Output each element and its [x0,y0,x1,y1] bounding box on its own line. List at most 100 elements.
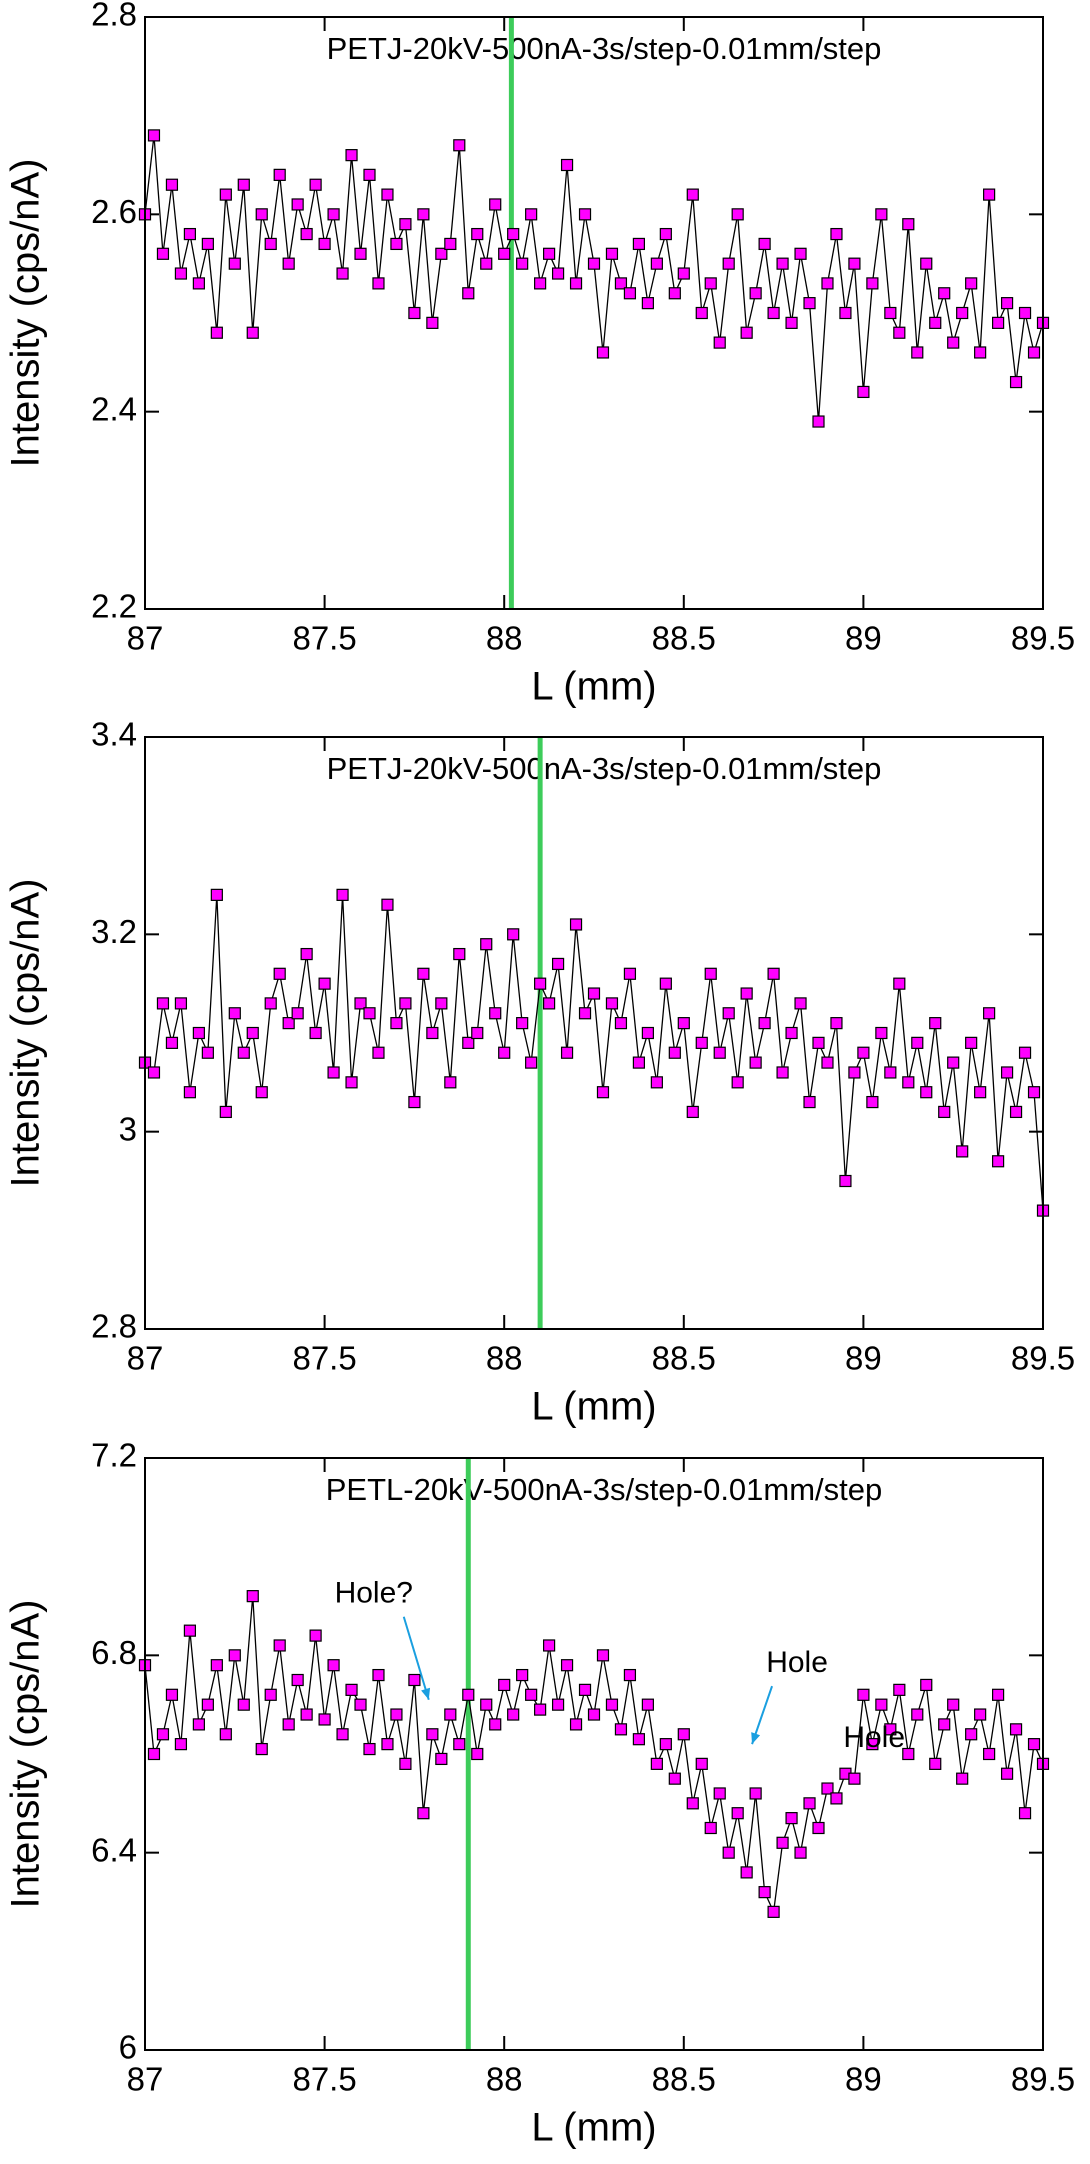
data-point [551,1698,565,1711]
data-point [399,1757,412,1770]
data-point [291,1007,304,1020]
data-point [174,997,188,1010]
data-point [875,208,888,221]
data-point [632,237,646,251]
data-point [147,1066,161,1079]
data-point [219,188,232,201]
data-point [345,149,358,162]
data-point [587,257,601,270]
data-point [363,1007,376,1020]
data-point [803,297,816,310]
data-point [659,1738,672,1751]
data-point [1000,1767,1014,1780]
x-tick-label: 89 [845,620,882,657]
data-point [965,277,978,290]
x-tick-label: 87 [127,620,164,657]
data-point [1000,1066,1014,1079]
data-point [192,277,205,290]
data-point [417,967,430,980]
x-axis-label: L (mm) [531,1385,656,1429]
data-point [372,1046,385,1059]
y-tick-label: 3.2 [91,913,137,950]
data-point [363,168,376,181]
data-point [282,1017,295,1030]
data-point [426,316,439,329]
data-point [318,1713,331,1726]
data-point [830,227,843,241]
data-point [147,129,161,142]
data-point [731,1807,744,1820]
x-tick-label: 89.5 [1011,620,1075,657]
data-point [498,1046,511,1059]
y-tick-label: 6.8 [91,1634,137,1671]
data-point [587,1708,601,1721]
data-point [156,1728,170,1741]
panel: 2.2 2.4 2.6 2.8 87 87.5 88 88.5 89 89.5 L (mm) Inte… [4,0,1076,709]
data-point [785,1026,798,1040]
data-point [354,247,367,260]
data-point [812,1821,825,1835]
data-point [489,1718,502,1731]
data-point [480,938,493,951]
data-point [525,208,538,221]
data-point [938,1105,951,1119]
x-axis-label: L (mm) [531,2106,656,2150]
data-point [354,1698,367,1711]
y-axis-label: Intensity (cps/nA) [4,1599,48,1908]
data-point [875,1698,888,1711]
data-point [336,267,349,280]
data-point [686,1105,699,1119]
data-point [920,1678,933,1692]
y-tick-label: 7.2 [91,1437,137,1474]
data-point [596,346,610,359]
data-point [911,1708,924,1721]
data-point [668,1772,681,1785]
data-point [929,1017,942,1030]
data-point [408,306,421,320]
data-point [165,1688,179,1701]
data-point [516,1017,529,1030]
data-point [156,247,170,260]
data-point [246,326,259,339]
data-point [282,1718,295,1731]
y-axis-label: Intensity (cps/nA) [4,878,48,1187]
x-tick-label: 88.5 [652,1340,716,1377]
data-point [507,227,520,241]
data-point [381,898,394,911]
data-point [650,257,663,270]
y-tick-label: 6.4 [91,1831,137,1868]
data-point [632,1056,646,1069]
data-point [174,1738,188,1751]
data-point [471,227,484,241]
y-tick-label: 2.4 [91,390,137,427]
data-point [731,1076,744,1089]
data-point [309,1026,322,1040]
panel-title: PETL-20kV-500nA-3s/step-0.01mm/step [326,1472,883,1507]
data-point [363,1742,376,1756]
data-point [929,1757,942,1770]
data-point [803,1095,816,1109]
plot-frame [144,736,1044,1330]
data-point [1009,1723,1023,1736]
arrow-head [751,1732,761,1745]
data-point [929,316,942,329]
x-tick-label: 87 [127,2061,164,2098]
data-point [614,1017,628,1030]
data-point [471,1747,484,1761]
data-point [201,237,214,251]
data-point [722,257,735,270]
data-point [201,1698,214,1711]
data-point [408,1095,421,1109]
data-point [758,1886,771,1899]
data-point [300,1708,313,1721]
data-point [228,1007,241,1020]
data-point [551,267,565,280]
y-tick-label: 3.4 [91,716,137,753]
data-point [228,257,241,270]
data-point [965,1036,978,1049]
data-point [444,1708,457,1721]
data-point [884,1723,897,1736]
data-point [974,1708,987,1721]
data-point [830,1792,843,1805]
data-point [767,306,780,320]
